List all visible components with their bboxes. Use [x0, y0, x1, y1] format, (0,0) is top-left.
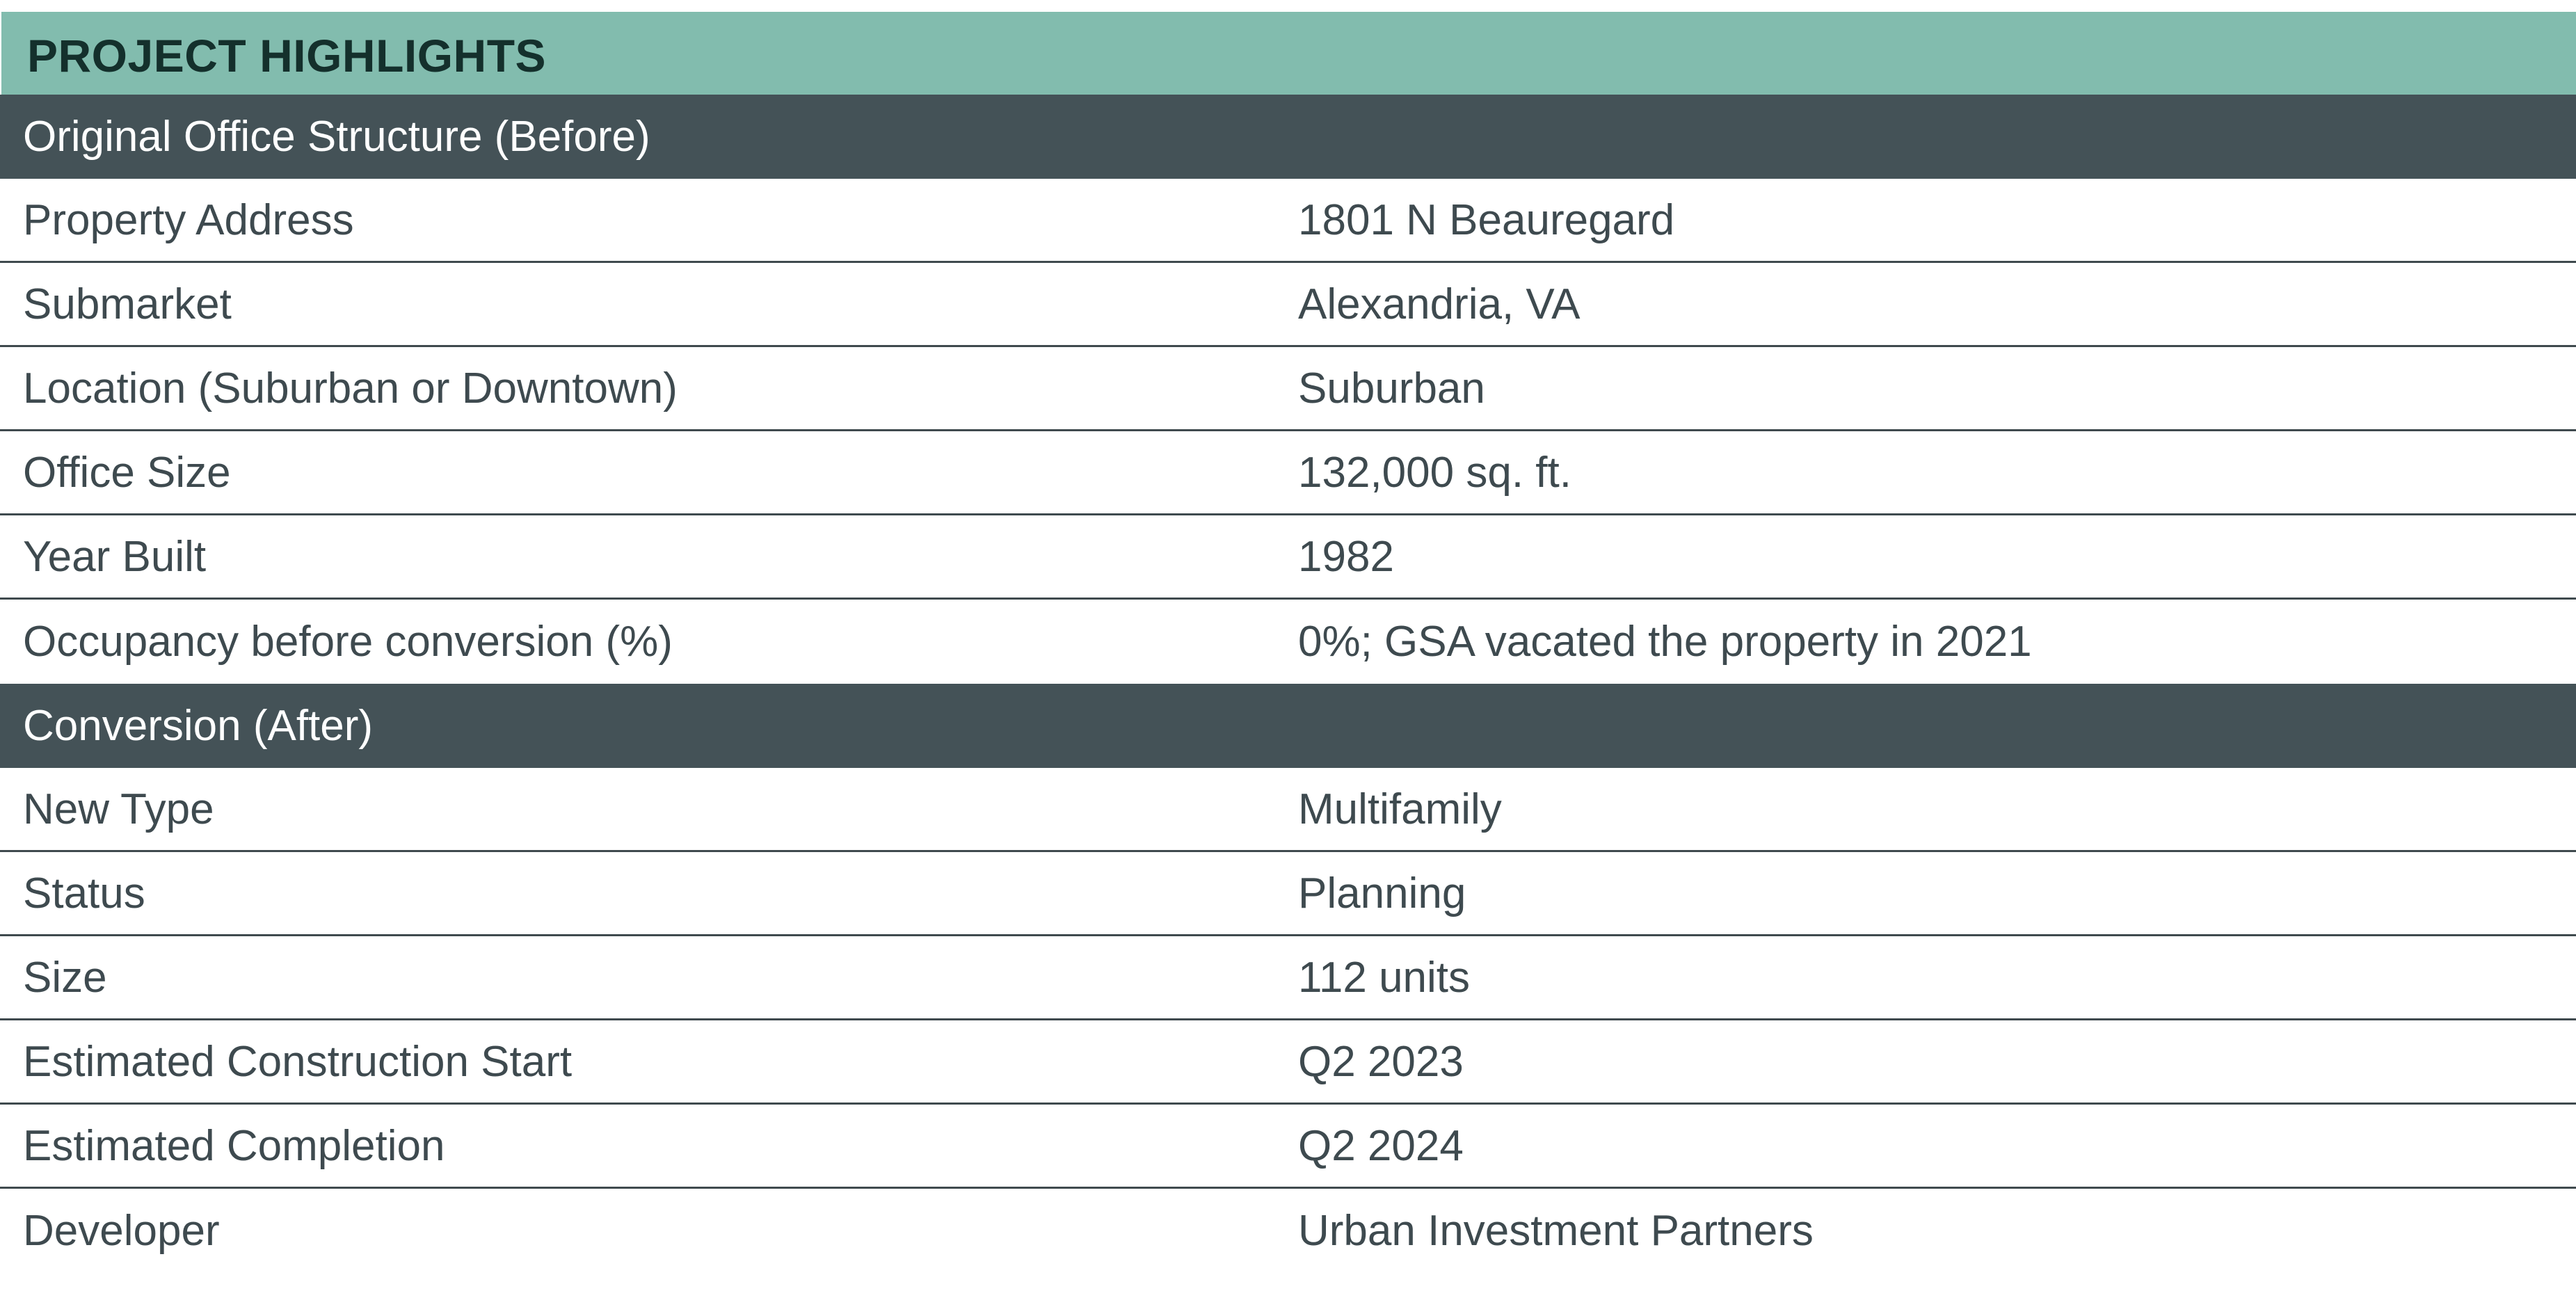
- row-value: 1801 N Beauregard: [1298, 195, 1675, 244]
- table-row: Occupancy before conversion (%) 0%; GSA …: [0, 600, 2576, 684]
- section-heading: Conversion (After): [23, 702, 374, 750]
- table-row: Estimated Construction Start Q2 2023: [0, 1020, 2576, 1105]
- row-label: Developer: [23, 1207, 220, 1255]
- row-value: Planning: [1298, 869, 1466, 917]
- row-label: Estimated Completion: [23, 1121, 445, 1170]
- row-value: Alexandria, VA: [1298, 280, 1581, 328]
- table-title: PROJECT HIGHLIGHTS: [27, 29, 547, 81]
- row-value: Multifamily: [1298, 785, 1502, 833]
- table-row: New Type Multifamily: [0, 768, 2576, 852]
- row-label: Submarket: [23, 280, 232, 328]
- table-row: Year Built 1982: [0, 515, 2576, 600]
- row-label: Property Address: [23, 195, 354, 244]
- table-row: Status Planning: [0, 852, 2576, 936]
- table-row: Developer Urban Investment Partners: [0, 1189, 2576, 1273]
- table-row: Estimated Completion Q2 2024: [0, 1105, 2576, 1189]
- table-row: Location (Suburban or Downtown) Suburban: [0, 347, 2576, 431]
- row-value: 132,000 sq. ft.: [1298, 448, 1571, 497]
- row-label: Office Size: [23, 448, 231, 497]
- section-header-before: Original Office Structure (Before): [0, 95, 2576, 179]
- row-value: 0%; GSA vacated the property in 2021: [1298, 618, 2032, 666]
- row-label: New Type: [23, 785, 214, 833]
- row-label: Status: [23, 869, 145, 917]
- row-label: Estimated Construction Start: [23, 1037, 573, 1086]
- table-title-bar: PROJECT HIGHLIGHTS: [0, 12, 2576, 95]
- project-highlights-table: PROJECT HIGHLIGHTS Original Office Struc…: [0, 12, 2576, 1273]
- row-label: Year Built: [23, 532, 207, 581]
- row-value: Q2 2023: [1298, 1037, 1464, 1086]
- row-label: Occupancy before conversion (%): [23, 618, 673, 666]
- row-label: Size: [23, 953, 107, 1002]
- row-value: Suburban: [1298, 364, 1485, 412]
- table-row: Size 112 units: [0, 936, 2576, 1020]
- row-value: 1982: [1298, 532, 1394, 581]
- row-value: Q2 2024: [1298, 1121, 1464, 1170]
- table-row: Office Size 132,000 sq. ft.: [0, 431, 2576, 515]
- row-value: 112 units: [1298, 953, 1471, 1002]
- table-row: Submarket Alexandria, VA: [0, 263, 2576, 347]
- row-value: Urban Investment Partners: [1298, 1207, 1814, 1255]
- section-header-after: Conversion (After): [0, 684, 2576, 768]
- table-row: Property Address 1801 N Beauregard: [0, 179, 2576, 263]
- section-heading: Original Office Structure (Before): [23, 113, 650, 161]
- row-label: Location (Suburban or Downtown): [23, 364, 678, 412]
